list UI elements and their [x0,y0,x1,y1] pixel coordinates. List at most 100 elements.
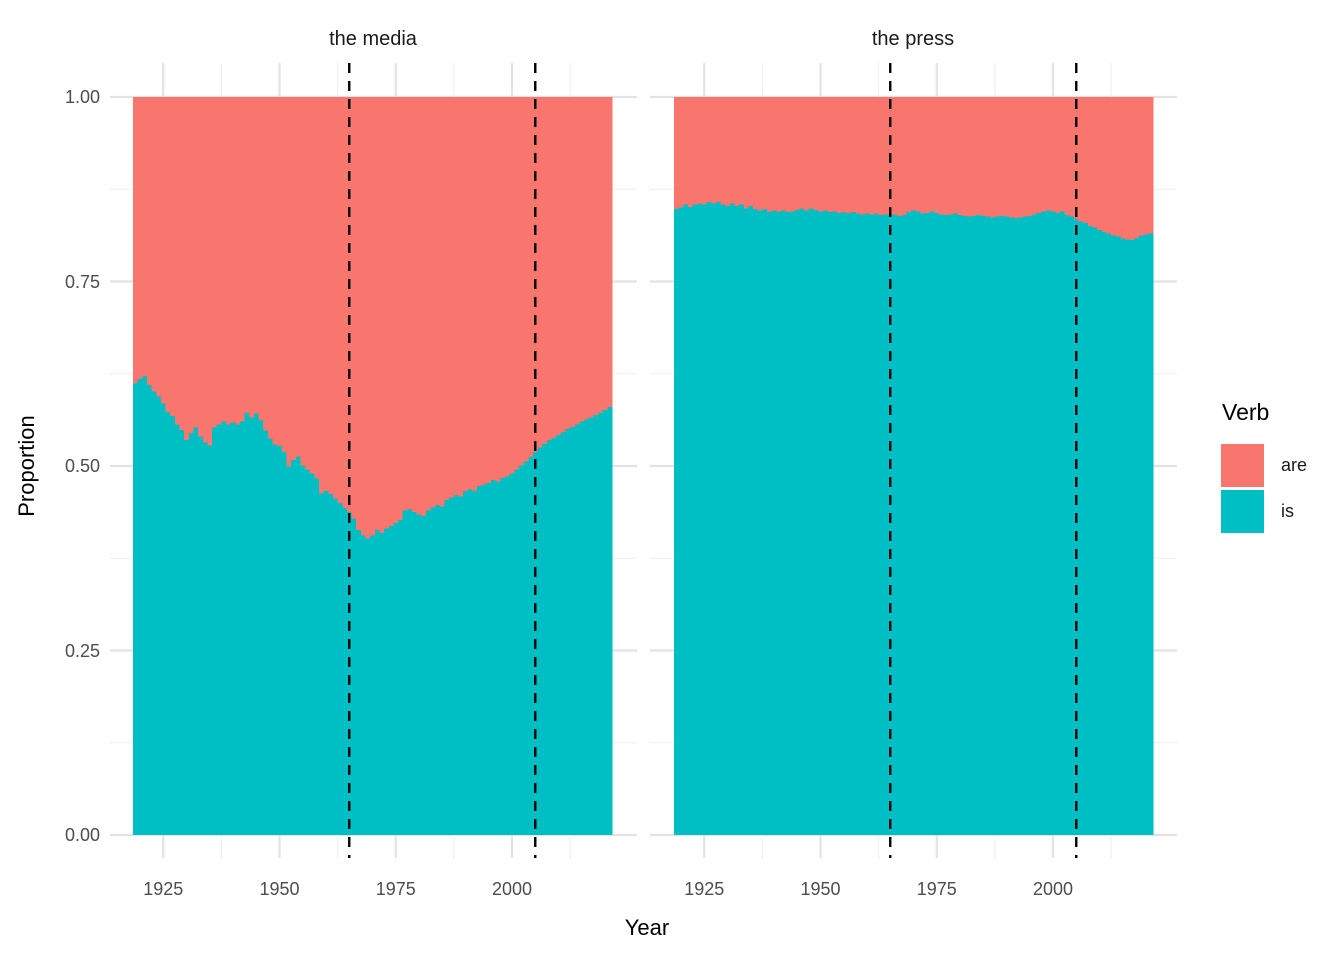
bar-is [193,427,199,835]
bar-is [1125,239,1131,835]
bar-is [692,204,698,836]
bar-is [739,204,745,836]
bar-is [1083,223,1089,835]
bar-is [230,422,236,835]
bar-is [421,516,427,835]
bar-are [776,97,782,213]
bar-are [892,97,898,215]
bar-are [216,97,222,425]
bar-are [407,97,413,509]
bar-is [725,206,731,835]
bar-are [249,97,255,418]
bar-is [258,420,264,835]
bar-are [593,97,599,416]
bar-is [794,209,800,835]
bar-are [165,97,171,413]
bar-is [1032,214,1038,836]
bar-are [351,97,357,519]
bar-is [137,378,143,835]
bar-are [188,97,194,433]
bar-is [244,412,250,835]
bar-is [332,498,339,835]
bar-is [337,502,343,835]
bar-is [416,514,422,835]
bar-is [221,421,227,835]
bar-are [291,97,297,461]
bar-are [1101,97,1107,233]
bar-is [753,209,759,835]
bar-is [846,213,852,835]
bar-are [146,97,153,385]
bar-is [822,210,828,836]
bar-are [402,97,408,511]
bar-are [444,97,450,500]
bar-are [701,97,707,205]
legend-swatch-is [1221,490,1264,533]
bar-is [360,535,366,835]
bar-are [1055,97,1061,213]
bar-is [827,212,833,836]
bar-is [864,213,870,835]
bar-is [878,215,884,835]
bar-is [957,215,963,835]
bar-are [850,97,856,213]
bar-are [300,97,306,466]
bar-is [579,421,585,835]
bar-is [729,203,735,836]
bar-are [711,97,717,204]
bar-is [1120,238,1126,836]
bar-are [584,97,590,420]
bar-are [915,97,921,212]
bar-are [133,97,139,384]
bar-is [1050,211,1056,835]
bar-is [1078,221,1084,836]
bar-are [799,97,805,209]
bar-are [734,97,740,207]
bar-are [277,97,283,447]
bar-is [602,409,608,835]
bar-are [421,97,427,517]
bar-are [934,97,940,213]
bar-are [360,97,366,536]
bar-are [174,97,180,425]
bar-are [883,97,889,215]
bar-is [818,211,824,835]
bar-are [449,97,455,498]
bar-is [253,413,259,835]
bar-is [994,216,1000,835]
bar-are [697,97,703,204]
bar-is [286,466,292,835]
bar-is [897,215,903,835]
bar-is [430,507,436,835]
bar-are [212,97,218,428]
bar-are [342,97,348,509]
bar-are [263,97,269,431]
bar-are [1143,97,1149,235]
bar-is [398,519,404,835]
bar-is [458,496,464,835]
bar-are [588,97,594,418]
bar-are [990,97,996,218]
bar-is [901,215,907,835]
bar-are [813,97,819,210]
x-tick-label-2000-panel1: 2000 [1032,879,1074,899]
bar-is [711,203,717,836]
bar-are [477,97,483,486]
bar-are [356,97,362,531]
bar-is [892,214,898,836]
bar-is [500,477,506,835]
bar-are [1087,97,1093,227]
bar-is [743,208,749,836]
bar-is [291,460,297,835]
bar-is [425,510,432,835]
bar-is [1059,211,1066,835]
bar-is [771,210,777,836]
bar-is [146,384,153,835]
bar-are [500,97,506,478]
bar-is [435,505,441,835]
bar-is [1041,211,1047,835]
bar-is [300,465,306,835]
bar-is [505,476,511,835]
legend-items: are is [1221,444,1307,533]
